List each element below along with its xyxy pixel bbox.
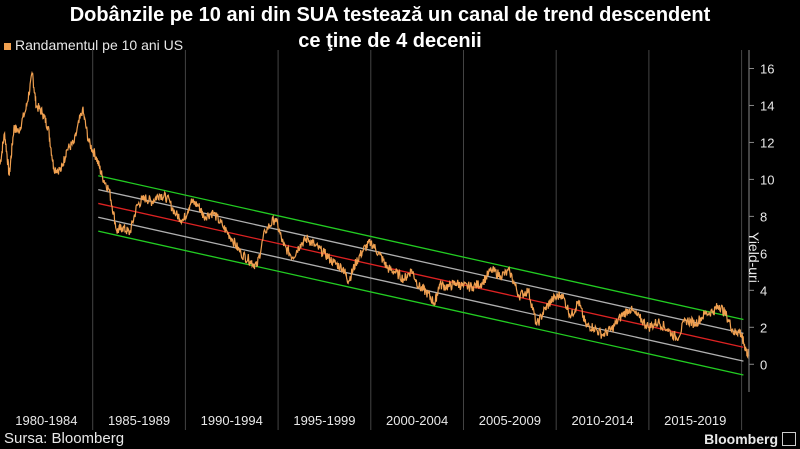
series-line xyxy=(0,70,750,360)
channel-line-middle xyxy=(98,202,744,348)
trend-channel xyxy=(98,175,744,376)
y-tick-label-2: 2 xyxy=(760,320,767,335)
y-tick-label-16: 16 xyxy=(760,61,774,76)
chart-title-line2: ce ţine de 4 decenii xyxy=(298,30,482,52)
source-note: Sursa: Bloomberg xyxy=(4,430,125,447)
x-period-label-1: 1985-1989 xyxy=(108,413,170,428)
brand-icon xyxy=(782,432,796,446)
y-tick-label-8: 8 xyxy=(760,209,767,224)
x-period-label-3: 1995-1999 xyxy=(293,413,355,428)
x-period-label-5: 2005-2009 xyxy=(479,413,541,428)
legend: Randamentul pe 10 ani US xyxy=(4,37,183,53)
x-period-label-7: 2015-2019 xyxy=(664,413,726,428)
y-tick-label-14: 14 xyxy=(760,98,774,113)
x-period-label-6: 2010-2014 xyxy=(571,413,633,428)
grid-lines xyxy=(92,50,743,430)
y-tick-label-0: 0 xyxy=(760,357,767,372)
brand-logo: Bloomberg xyxy=(704,431,778,447)
legend-label: Randamentul pe 10 ani US xyxy=(15,37,184,53)
x-period-label-4: 2000-2004 xyxy=(386,413,448,428)
x-period-label-2: 1990-1994 xyxy=(201,413,263,428)
channel-line-inner-upper xyxy=(98,188,744,334)
channel-line-outer-upper xyxy=(98,175,744,321)
x-period-label-0: 1980-1984 xyxy=(15,413,77,428)
y-tick-label-4: 4 xyxy=(760,283,767,298)
y-tick-label-12: 12 xyxy=(760,135,774,150)
y-axis-ticks: 0 2 4 6 8 10 12 14 16 xyxy=(749,61,774,372)
legend-swatch xyxy=(4,42,11,50)
x-axis-period-labels: 1980-1984 1985-1989 1990-1994 1995-1999 2000… xyxy=(15,413,726,428)
chart-title-line1: Dobânzile pe 10 ani din SUA testează un … xyxy=(69,4,711,26)
y-tick-label-10: 10 xyxy=(760,172,774,187)
channel-line-outer-lower xyxy=(98,230,744,376)
y-tick-label-6: 6 xyxy=(760,246,767,261)
y-axis-label: Yield-uri xyxy=(746,232,762,283)
